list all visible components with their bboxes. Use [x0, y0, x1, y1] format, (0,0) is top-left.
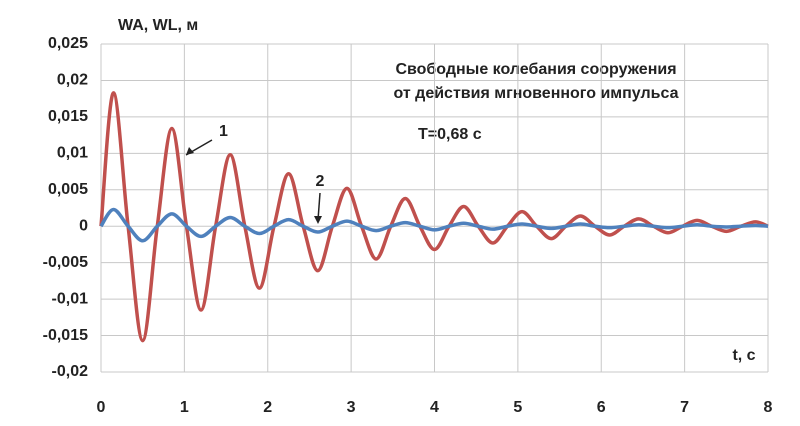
x-tick-label: 5	[513, 399, 522, 416]
y-tick-label: 0,015	[48, 108, 88, 125]
arrow	[317, 192, 321, 221]
y-tick-label: 0,02	[57, 72, 88, 89]
x-tick-label: 8	[764, 399, 773, 416]
series-label: 2	[316, 173, 325, 190]
chart-title: Свободные колебания сооружения	[395, 61, 676, 78]
x-tick-label: 4	[430, 399, 439, 416]
annotation: T=0,68 с	[418, 126, 482, 143]
x-tick-label: 7	[680, 399, 689, 416]
y-tick-label: 0	[79, 217, 88, 234]
x-axis-label: t, с	[732, 347, 755, 364]
series-label: 1	[219, 123, 228, 140]
y-tick-label: -0,005	[43, 254, 88, 271]
y-tick-label: 0,025	[48, 35, 88, 52]
y-tick-label: -0,02	[52, 363, 89, 380]
x-tick-label: 2	[263, 399, 272, 416]
y-tick-label: 0,005	[48, 181, 88, 198]
x-tick-label: 1	[180, 399, 189, 416]
arrow-head	[186, 147, 194, 155]
arrow-head	[314, 216, 322, 224]
x-tick-label: 0	[97, 399, 106, 416]
series-line	[99, 207, 769, 243]
chart-subtitle: от действия мгновенного импульса	[394, 85, 679, 102]
y-tick-label: -0,015	[43, 327, 88, 344]
y-tick-label: -0,01	[52, 290, 89, 307]
y-tick-label: 0,01	[57, 145, 88, 162]
x-tick-label: 6	[597, 399, 606, 416]
grid	[100, 43, 769, 373]
lines	[99, 91, 769, 343]
y-axis-label: WA, WL, м	[118, 17, 198, 34]
x-tick-label: 3	[347, 399, 356, 416]
